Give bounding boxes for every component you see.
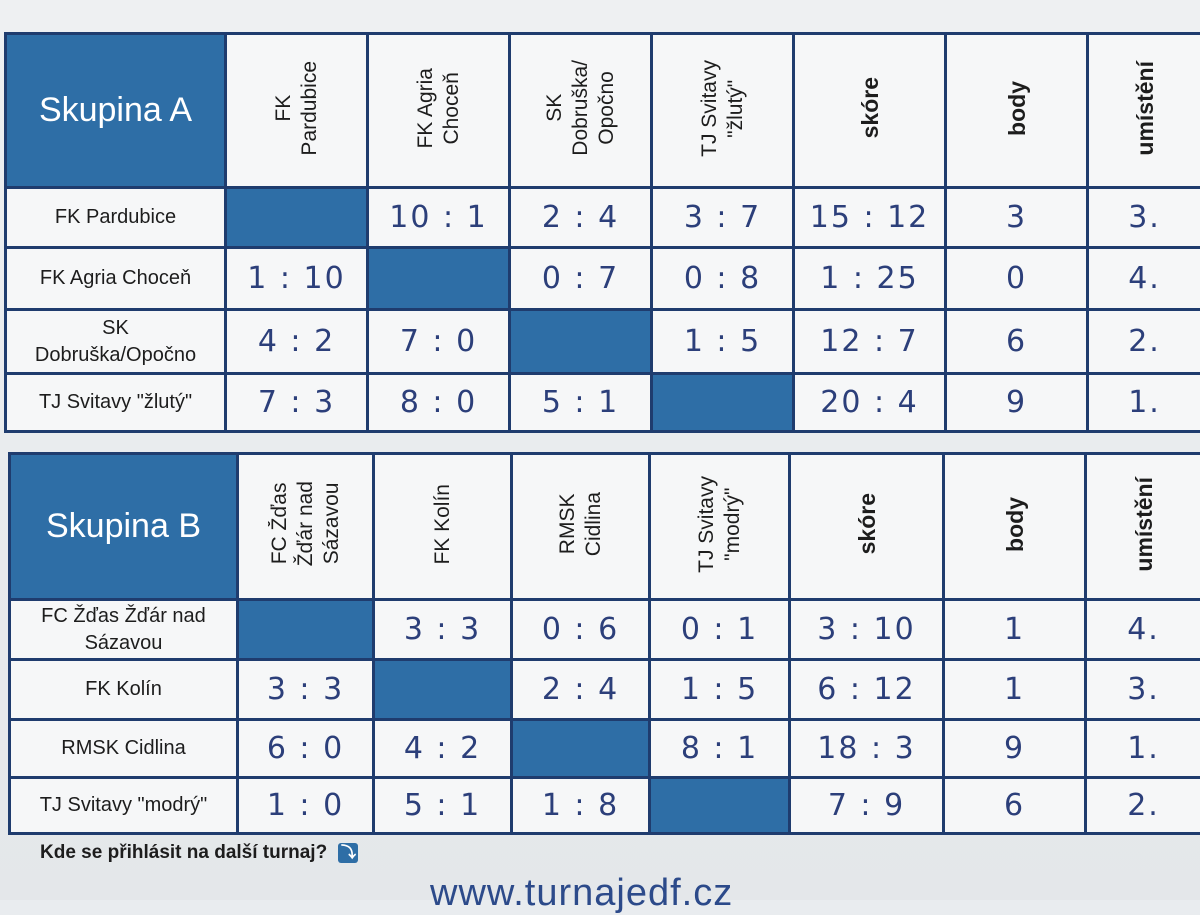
score-cell: 15 : 12	[794, 188, 946, 248]
table-row: FC Žďas Žďár nad Sázavou 3 : 3 0 : 6 0 :…	[10, 600, 1200, 660]
result-cell: 0 : 1	[650, 600, 790, 660]
result-cell: 1 : 5	[650, 660, 790, 720]
group-a-points-header: body	[946, 34, 1088, 188]
result-cell: 7 : 0	[368, 310, 510, 374]
group-a-title: Skupina A	[6, 34, 226, 188]
diagonal-cell	[650, 778, 790, 834]
table-row: FK Kolín 3 : 3 2 : 4 1 : 5 6 : 12 1 3.	[10, 660, 1200, 720]
score-cell: 3 : 10	[790, 600, 944, 660]
result-cell: 5 : 1	[510, 374, 652, 432]
diagonal-cell	[226, 188, 368, 248]
group-a-place-header: umístění	[1088, 34, 1200, 188]
group-b-score-header: skóre	[790, 454, 944, 600]
result-cell: 3 : 3	[238, 660, 374, 720]
points-cell: 6	[944, 778, 1086, 834]
place-cell: 4.	[1088, 248, 1200, 310]
result-cell: 10 : 1	[368, 188, 510, 248]
diagonal-cell	[368, 248, 510, 310]
diagonal-cell	[238, 600, 374, 660]
group-a-col-header: TJ Svitavy "žlutý"	[652, 34, 794, 188]
diagonal-cell	[510, 310, 652, 374]
row-label: FC Žďas Žďár nad Sázavou	[10, 600, 238, 660]
points-cell: 6	[946, 310, 1088, 374]
group-a-header-row: Skupina A FK Pardubice FK Agria Choceň S…	[6, 34, 1200, 188]
table-row: TJ Svitavy "žlutý" 7 : 3 8 : 0 5 : 1 20 …	[6, 374, 1200, 432]
diagonal-cell	[652, 374, 794, 432]
group-a-col-header: SK Dobruška/ Opočno	[510, 34, 652, 188]
table-row: RMSK Cidlina 6 : 0 4 : 2 8 : 1 18 : 3 9 …	[10, 720, 1200, 778]
group-a-col-header: FK Pardubice	[226, 34, 368, 188]
score-cell: 18 : 3	[790, 720, 944, 778]
score-cell: 1 : 25	[794, 248, 946, 310]
result-cell: 1 : 0	[238, 778, 374, 834]
group-a-table: Skupina A FK Pardubice FK Agria Choceň S…	[4, 32, 1200, 433]
result-cell: 1 : 5	[652, 310, 794, 374]
result-cell: 8 : 1	[650, 720, 790, 778]
result-cell: 2 : 4	[510, 188, 652, 248]
row-label: TJ Svitavy "modrý"	[10, 778, 238, 834]
group-a-score-header: skóre	[794, 34, 946, 188]
group-b-col-header: RMSK Cidlina	[512, 454, 650, 600]
points-cell: 3	[946, 188, 1088, 248]
group-b-col-header: FK Kolín	[374, 454, 512, 600]
result-cell: 3 : 3	[374, 600, 512, 660]
footer-question-text: Kde se přihlásit na další turnaj?	[40, 842, 327, 863]
table-row: FK Pardubice 10 : 1 2 : 4 3 : 7 15 : 12 …	[6, 188, 1200, 248]
result-cell: 4 : 2	[226, 310, 368, 374]
diagonal-cell	[374, 660, 512, 720]
result-cell: 5 : 1	[374, 778, 512, 834]
points-cell: 9	[944, 720, 1086, 778]
points-cell: 1	[944, 660, 1086, 720]
points-cell: 9	[946, 374, 1088, 432]
table-row: FK Agria Choceň 1 : 10 0 : 7 0 : 8 1 : 2…	[6, 248, 1200, 310]
row-label: FK Pardubice	[6, 188, 226, 248]
result-cell: 7 : 3	[226, 374, 368, 432]
place-cell: 2.	[1086, 778, 1200, 834]
result-cell: 0 : 8	[652, 248, 794, 310]
group-a-col-header: FK Agria Choceň	[368, 34, 510, 188]
place-cell: 1.	[1086, 720, 1200, 778]
table-row: TJ Svitavy "modrý" 1 : 0 5 : 1 1 : 8 7 :…	[10, 778, 1200, 834]
row-label: FK Kolín	[10, 660, 238, 720]
result-cell: 2 : 4	[512, 660, 650, 720]
row-label: SK Dobruška/Opočno	[6, 310, 226, 374]
place-cell: 3.	[1086, 660, 1200, 720]
row-label: FK Agria Choceň	[6, 248, 226, 310]
group-b-col-header: FC Žďas Žďár nad Sázavou	[238, 454, 374, 600]
points-cell: 0	[946, 248, 1088, 310]
points-cell: 1	[944, 600, 1086, 660]
score-cell: 6 : 12	[790, 660, 944, 720]
score-cell: 20 : 4	[794, 374, 946, 432]
score-cell: 12 : 7	[794, 310, 946, 374]
group-b-points-header: body	[944, 454, 1086, 600]
result-cell: 1 : 8	[512, 778, 650, 834]
result-cell: 0 : 7	[510, 248, 652, 310]
place-cell: 4.	[1086, 600, 1200, 660]
group-b-header-row: Skupina B FC Žďas Žďár nad Sázavou FK Ko…	[10, 454, 1200, 600]
result-cell: 8 : 0	[368, 374, 510, 432]
result-cell: 3 : 7	[652, 188, 794, 248]
result-cell: 6 : 0	[238, 720, 374, 778]
group-b-place-header: umístění	[1086, 454, 1200, 600]
group-b-title: Skupina B	[10, 454, 238, 600]
row-label: TJ Svitavy "žlutý"	[6, 374, 226, 432]
place-cell: 1.	[1088, 374, 1200, 432]
result-cell: 1 : 10	[226, 248, 368, 310]
result-cell: 0 : 6	[512, 600, 650, 660]
place-cell: 2.	[1088, 310, 1200, 374]
group-b-table: Skupina B FC Žďas Žďár nad Sázavou FK Ko…	[8, 452, 1200, 835]
place-cell: 3.	[1088, 188, 1200, 248]
footer-url[interactable]: www.turnajedf.cz	[430, 872, 733, 915]
row-label: RMSK Cidlina	[10, 720, 238, 778]
group-b-col-header: TJ Svitavy "modrý"	[650, 454, 790, 600]
table-row: SK Dobruška/Opočno 4 : 2 7 : 0 1 : 5 12 …	[6, 310, 1200, 374]
diagonal-cell	[512, 720, 650, 778]
result-cell: 4 : 2	[374, 720, 512, 778]
score-cell: 7 : 9	[790, 778, 944, 834]
footer-question: Kde se přihlásit na další turnaj? ⤵	[40, 842, 358, 864]
arrow-down-right-icon: ⤵	[338, 843, 358, 863]
